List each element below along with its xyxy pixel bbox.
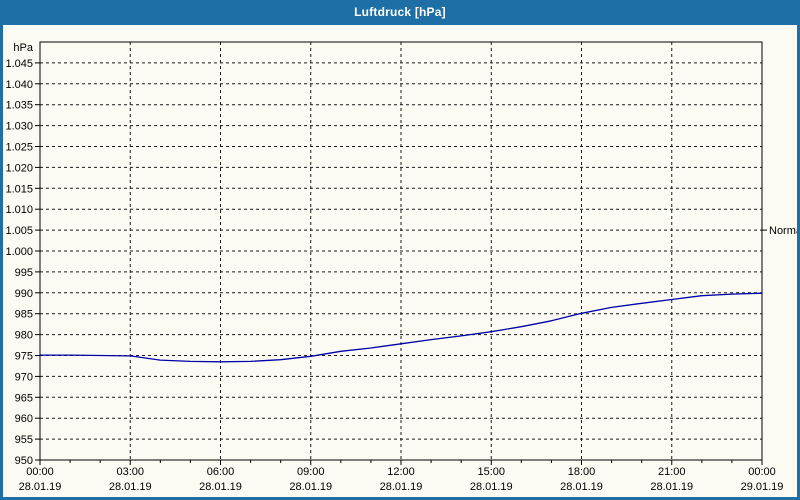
y-tick-label: 1.030: [5, 121, 33, 133]
window-titlebar: Luftdruck [hPa]: [3, 0, 797, 25]
x-date-label: 28.01.19: [109, 481, 152, 493]
x-date-label: 28.01.19: [19, 481, 62, 493]
y-tick-label: 1.015: [5, 183, 33, 195]
y-tick-label: 980: [15, 330, 33, 342]
y-tick-label: 1.025: [5, 142, 33, 154]
x-date-label: 28.01.19: [470, 481, 513, 493]
x-date-label: 28.01.19: [560, 481, 603, 493]
chart-panel: 950 955 960 965 970 975 980 985 990 995 1.000 1.005…: [3, 25, 797, 497]
y-tick-label: 975: [15, 351, 33, 363]
x-time-label: 15:00: [477, 466, 505, 478]
y-tick-label: 1.045: [5, 58, 33, 70]
pressure-series-line: [39, 292, 763, 363]
x-time-label: 03:00: [116, 466, 144, 478]
y-tick-label: 950: [15, 455, 33, 467]
x-time-label: 09:00: [297, 466, 325, 478]
x-date-label: 28.01.19: [650, 481, 693, 493]
x-time-label: 06:00: [207, 466, 235, 478]
y-tick-label: 1.010: [5, 204, 33, 216]
y-tick-label: 970: [15, 371, 33, 383]
plot-frame: [39, 41, 763, 461]
pressure-chart: 950 955 960 965 970 975 980 985 990 995 1.000 1.005…: [5, 41, 797, 493]
x-time-label: 00:00: [748, 466, 776, 478]
y-tick-label: 985: [15, 309, 33, 321]
x-time-label: 12:00: [387, 466, 415, 478]
x-date-label: 28.01.19: [289, 481, 332, 493]
x-date-label: 28.01.19: [380, 481, 423, 493]
window-title: Luftdruck [hPa]: [354, 5, 446, 19]
y-tick-label: 960: [15, 413, 33, 425]
normal-label: Normal: [769, 225, 797, 237]
x-time-label: 18:00: [568, 466, 596, 478]
x-time-label: 00:00: [26, 466, 54, 478]
y-tick-label: 1.035: [5, 100, 33, 112]
x-time-label: 21:00: [658, 466, 686, 478]
x-date-label: 28.01.19: [199, 481, 242, 493]
y-tick-label: 995: [15, 267, 33, 279]
x-date-label: 29.01.19: [741, 481, 784, 493]
y-tick-label: 1.040: [5, 79, 33, 91]
y-tick-label: 1.020: [5, 162, 33, 174]
y-tick-label: 955: [15, 434, 33, 446]
y-tick-label: 965: [15, 392, 33, 404]
y-tick-label: 1.005: [5, 225, 33, 237]
y-tick-label: 1.000: [5, 246, 33, 258]
y-tick-label: 990: [15, 288, 33, 300]
y-axis-unit-label: hPa: [13, 42, 33, 54]
